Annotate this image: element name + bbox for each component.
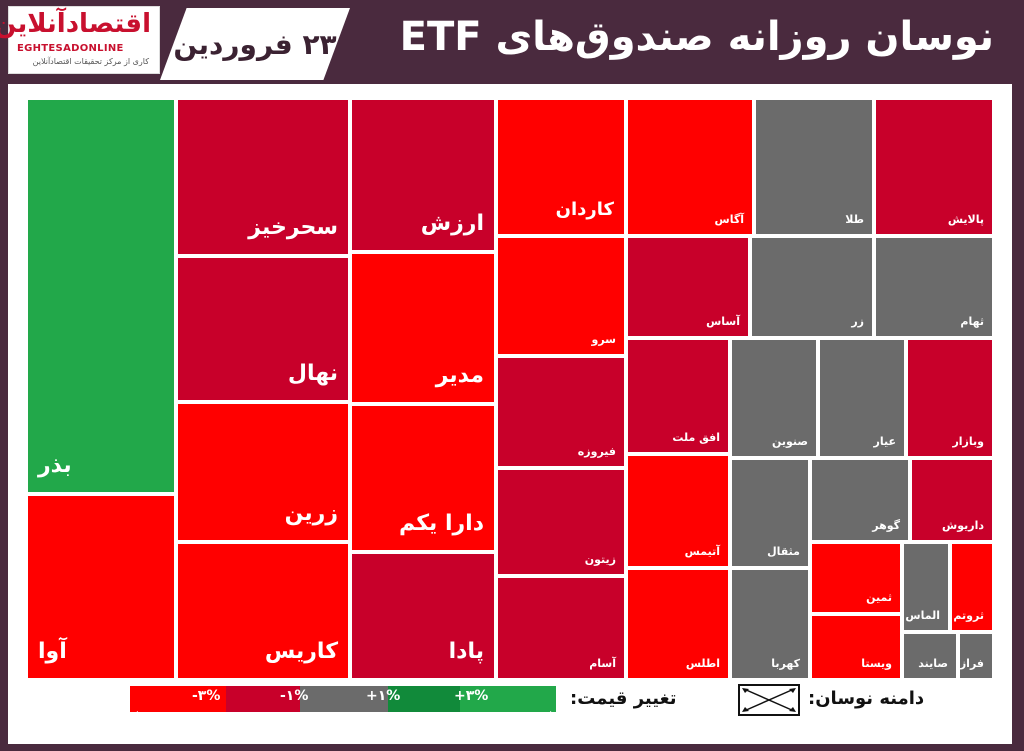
treemap-cell-label: عیار bbox=[873, 435, 896, 448]
treemap-cell: داریوش bbox=[910, 458, 994, 542]
logo-tagline: کاری از مرکز تحقیقات اقتصادآنلاین bbox=[32, 57, 149, 66]
logo-main-text: اقتصادآنلاین bbox=[0, 9, 151, 39]
treemap-cell-label: دارا یکم bbox=[398, 511, 484, 536]
treemap-cell: صنوین bbox=[730, 338, 818, 458]
treemap-cell: آسام bbox=[496, 576, 626, 680]
legend-tick-plus-3: +۳% bbox=[454, 688, 489, 704]
treemap-cell: طلا bbox=[754, 98, 874, 236]
treemap-cell-label: طلا bbox=[845, 213, 864, 226]
treemap-cell: کهربا bbox=[730, 568, 810, 680]
legend-tick-minus-1: -۱% bbox=[280, 688, 309, 704]
chart-panel: بذر آوا سحرخیز نهال زرین کاریس ارزش مدیر دارا یک… bbox=[8, 84, 1012, 744]
treemap-cell-label: افق ملت bbox=[672, 431, 720, 444]
treemap-cell-label: صایند bbox=[918, 657, 948, 670]
treemap-cell: ویستا bbox=[810, 614, 902, 680]
treemap-cell-label: آسام bbox=[589, 657, 616, 670]
legend-seg-strong-positive bbox=[460, 686, 556, 712]
price-change-label: تغییر قیمت: bbox=[570, 688, 677, 709]
treemap-cell-label: آتیمس bbox=[684, 545, 720, 558]
treemap-cell-label: صنوین bbox=[771, 435, 808, 448]
treemap-cell-label: سحرخیز bbox=[248, 215, 338, 240]
treemap-cell: صایند bbox=[902, 632, 958, 680]
treemap-cell-label: آساس bbox=[706, 315, 740, 328]
treemap-cell: آگاس bbox=[626, 98, 754, 236]
treemap-cell-label: الماس bbox=[905, 609, 940, 622]
treemap-cell-label: گوهر bbox=[872, 519, 900, 532]
treemap-cell-label: نهال bbox=[287, 361, 338, 386]
treemap-cell-label: فراز bbox=[959, 657, 984, 670]
page-title: نوسان روزانه صندوق‌های ETF bbox=[399, 14, 994, 60]
legend-seg-strong-negative bbox=[130, 686, 226, 712]
treemap-cell-label: مدیر bbox=[435, 363, 484, 388]
treemap-cell-label: پالایش bbox=[947, 213, 984, 226]
treemap-cell: دارا یکم bbox=[350, 404, 496, 552]
treemap-cell: مثقال bbox=[730, 458, 810, 568]
date-badge: ۲۳ فروردین bbox=[160, 8, 350, 80]
header: نوسان روزانه صندوق‌های ETF ۲۳ فروردین اق… bbox=[0, 0, 1024, 84]
treemap-cell-label: زرین bbox=[284, 501, 338, 526]
treemap-cell: اطلس bbox=[626, 568, 730, 680]
treemap: بذر آوا سحرخیز نهال زرین کاریس ارزش مدیر دارا یک… bbox=[8, 84, 1012, 684]
treemap-cell-label: ثروتم bbox=[953, 609, 984, 622]
treemap-cell: کاردان bbox=[496, 98, 626, 236]
treemap-cell-label: آوا bbox=[38, 639, 67, 664]
treemap-cell: گوهر bbox=[810, 458, 910, 542]
treemap-cell-label: آگاس bbox=[714, 213, 744, 226]
logo-latin-text: EGHTESADONLINE bbox=[17, 43, 124, 54]
treemap-cell-label: ویستا bbox=[861, 657, 892, 670]
treemap-cell: زیتون bbox=[496, 468, 626, 576]
range-icon bbox=[738, 684, 800, 716]
treemap-cell-label: سرو bbox=[591, 333, 617, 346]
treemap-cell: آوا bbox=[26, 494, 176, 680]
date-text: ۲۳ فروردین bbox=[173, 28, 337, 61]
treemap-cell-label: بذر bbox=[38, 453, 72, 478]
treemap-cell: بذر bbox=[26, 98, 176, 494]
treemap-cell-label: کاردان bbox=[555, 199, 614, 220]
treemap-cell-label: کهربا bbox=[771, 657, 800, 670]
treemap-cell: افق ملت bbox=[626, 338, 730, 454]
treemap-cell: آساس bbox=[626, 236, 750, 338]
treemap-cell-label: وبازار bbox=[952, 435, 984, 448]
legend-tick-plus-1: +۱% bbox=[366, 688, 401, 704]
treemap-cell-label: زیتون bbox=[584, 553, 616, 566]
treemap-cell: زر bbox=[750, 236, 874, 338]
treemap-cell-label: زر bbox=[851, 315, 864, 328]
treemap-cell: پالایش bbox=[874, 98, 994, 236]
treemap-cell: ثمین bbox=[810, 542, 902, 614]
legend: -۳% -۱% +۱% +۳% تغییر قیمت: دامنه نوسان: bbox=[8, 680, 1012, 744]
legend-range-arrow bbox=[130, 711, 558, 721]
legend-seg-negative bbox=[226, 686, 300, 712]
treemap-cell: پادا bbox=[350, 552, 496, 680]
treemap-cell-label: ثهام bbox=[960, 315, 984, 328]
treemap-cell-label: فیروزه bbox=[577, 445, 616, 458]
treemap-cell-label: مثقال bbox=[767, 545, 800, 558]
range-label: دامنه نوسان: bbox=[808, 688, 925, 709]
treemap-cell: ثروتم bbox=[950, 542, 994, 632]
legend-seg-neutral bbox=[300, 686, 388, 712]
treemap-cell: سرو bbox=[496, 236, 626, 356]
treemap-cell-label: ثمین bbox=[866, 591, 892, 604]
treemap-cell: فراز bbox=[958, 632, 994, 680]
legend-seg-positive bbox=[388, 686, 460, 712]
treemap-cell-label: پادا bbox=[448, 639, 484, 664]
treemap-cell: سحرخیز bbox=[176, 98, 350, 256]
treemap-cell: کاریس bbox=[176, 542, 350, 680]
treemap-cell: آتیمس bbox=[626, 454, 730, 568]
treemap-cell-label: اطلس bbox=[685, 657, 720, 670]
treemap-cell-label: ارزش bbox=[420, 211, 484, 236]
treemap-cell: ثهام bbox=[874, 236, 994, 338]
treemap-cell: نهال bbox=[176, 256, 350, 402]
treemap-cell: مدیر bbox=[350, 252, 496, 404]
treemap-cell: ارزش bbox=[350, 98, 496, 252]
treemap-cell: فیروزه bbox=[496, 356, 626, 468]
treemap-cell: زرین bbox=[176, 402, 350, 542]
treemap-cell: الماس bbox=[902, 542, 950, 632]
treemap-cell-label: کاریس bbox=[264, 639, 338, 664]
treemap-cell: عیار bbox=[818, 338, 906, 458]
treemap-cell: وبازار bbox=[906, 338, 994, 458]
brand-logo: اقتصادآنلاین EGHTESADONLINE کاری از مرکز… bbox=[0, 6, 160, 74]
legend-tick-minus-3: -۳% bbox=[192, 688, 221, 704]
treemap-cell-label: داریوش bbox=[942, 519, 984, 532]
